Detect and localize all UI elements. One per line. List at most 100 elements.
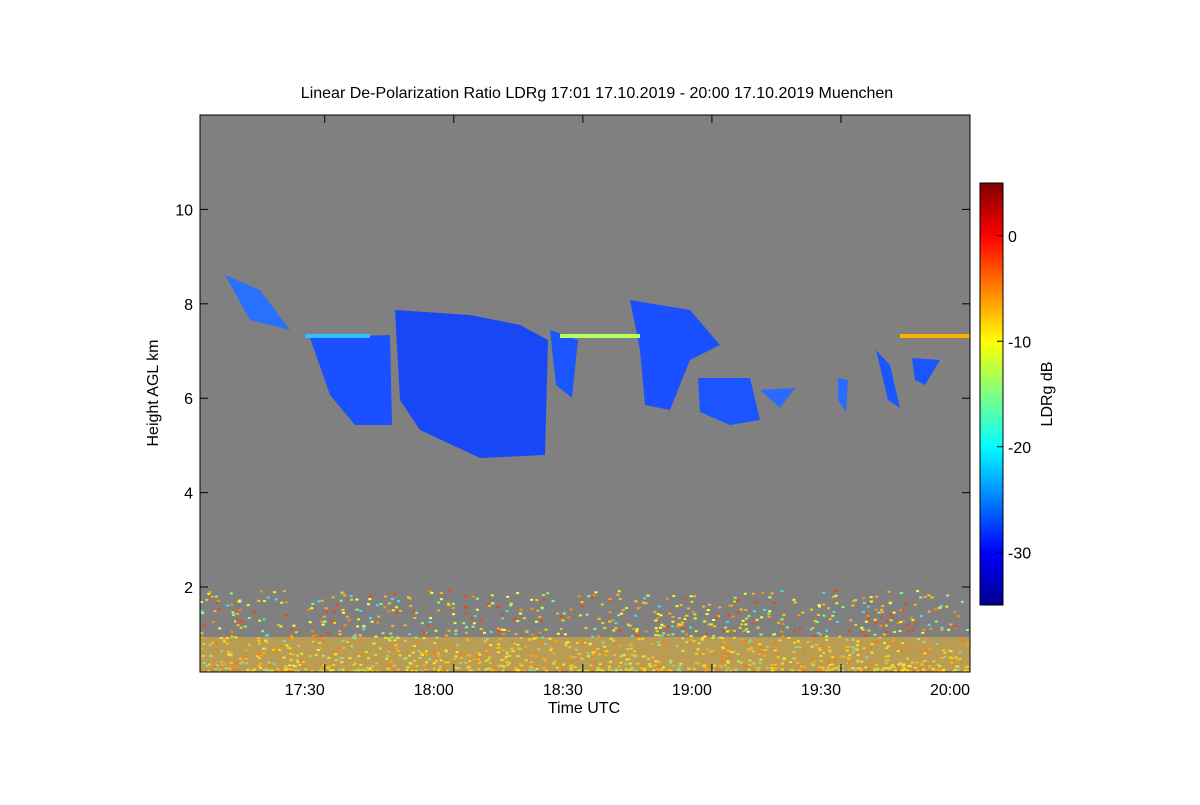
clutter-pixel (655, 630, 659, 633)
clutter-pixel (711, 650, 715, 653)
clutter-pixel (837, 669, 841, 672)
clutter-pixel (270, 669, 274, 672)
clutter-pixel (746, 630, 750, 633)
clutter-pixel (327, 665, 331, 668)
clutter-pixel (759, 662, 763, 665)
clutter-pixel (677, 669, 681, 672)
clutter-pixel (449, 643, 453, 646)
clutter-pixel (585, 613, 589, 616)
clutter-pixel (653, 610, 657, 613)
clutter-pixel (468, 665, 472, 668)
clutter-pixel (311, 635, 315, 638)
clutter-pixel (363, 669, 367, 672)
clutter-pixel (437, 655, 441, 658)
clutter-pixel (898, 621, 902, 624)
clutter-pixel (307, 608, 311, 611)
clutter-pixel (274, 649, 278, 652)
clutter-pixel (555, 666, 559, 669)
clutter-pixel (683, 596, 687, 599)
clutter-pixel (941, 669, 945, 672)
clutter-pixel (856, 648, 860, 651)
clutter-pixel (331, 669, 335, 672)
clutter-pixel (264, 647, 268, 650)
cloud (550, 330, 578, 398)
y-tick-label: 2 (184, 580, 193, 597)
y-tick-label: 8 (184, 297, 193, 314)
clutter-pixel (931, 667, 935, 670)
clutter-pixel (958, 638, 962, 641)
clutter-pixel (593, 646, 597, 649)
clutter-pixel (656, 617, 660, 620)
clutter-pixel (902, 666, 906, 669)
clutter-pixel (574, 658, 578, 661)
clutter-pixel (234, 636, 238, 639)
clutter-pixel (466, 666, 470, 669)
clutter-pixel (653, 664, 657, 667)
clutter-pixel (600, 603, 604, 606)
clutter-pixel (938, 665, 942, 668)
clutter-pixel (591, 653, 595, 656)
clutter-pixel (259, 654, 263, 657)
clutter-pixel (885, 659, 889, 662)
clutter-pixel (675, 605, 679, 608)
clutter-pixel (828, 663, 832, 666)
clutter-pixel (702, 620, 706, 623)
cloud (912, 358, 940, 385)
clutter-pixel (202, 643, 206, 646)
clutter-pixel (958, 657, 962, 660)
clutter-pixel (815, 620, 819, 623)
clutter-pixel (457, 666, 461, 669)
clutter-pixel (418, 656, 422, 659)
clutter-pixel (274, 598, 278, 601)
clutter-pixel (893, 666, 897, 669)
clutter-pixel (701, 636, 705, 639)
clutter-pixel (486, 658, 490, 661)
clutter-pixel (405, 668, 409, 671)
clutter-pixel (383, 606, 387, 609)
clutter-pixel (633, 655, 637, 658)
clutter-pixel (453, 657, 457, 660)
clutter-pixel (423, 631, 427, 634)
clutter-pixel (596, 666, 600, 669)
clutter-pixel (636, 662, 640, 665)
clutter-pixel (726, 652, 730, 655)
clutter-pixel (257, 619, 261, 622)
clutter-pixel (500, 658, 504, 661)
clutter-pixel (576, 669, 580, 672)
clutter-pixel (822, 614, 826, 617)
clutter-pixel (948, 656, 952, 659)
clutter-pixel (396, 649, 400, 652)
clutter-pixel (571, 669, 575, 672)
clutter-pixel (230, 652, 234, 655)
clutter-pixel (965, 668, 969, 671)
clutter-pixel (886, 645, 890, 648)
clutter-pixel (288, 636, 292, 639)
clutter-pixel (859, 669, 863, 672)
clutter-pixel (439, 659, 443, 662)
clutter-pixel (707, 623, 711, 626)
clutter-pixel (308, 621, 312, 624)
clutter-pixel (927, 610, 931, 613)
clutter-pixel (725, 630, 729, 633)
clutter-pixel (322, 639, 326, 642)
clutter-pixel (785, 626, 789, 629)
clutter-pixel (781, 635, 785, 638)
clutter-pixel (227, 653, 231, 656)
clutter-pixel (665, 597, 669, 600)
clutter-pixel (872, 669, 876, 672)
clutter-pixel (634, 654, 638, 657)
clutter-pixel (939, 604, 943, 607)
clutter-pixel (208, 663, 212, 666)
clutter-pixel (641, 637, 645, 640)
clutter-pixel (567, 616, 571, 619)
clutter-pixel (851, 604, 855, 607)
clutter-pixel (231, 667, 235, 670)
clutter-pixel (540, 606, 544, 609)
clutter-pixel (496, 665, 500, 668)
clutter-pixel (496, 627, 500, 630)
clutter-pixel (844, 645, 848, 648)
clutter-pixel (234, 668, 238, 671)
cloud (310, 335, 392, 425)
clutter-pixel (332, 663, 336, 666)
clutter-pixel (593, 651, 597, 654)
